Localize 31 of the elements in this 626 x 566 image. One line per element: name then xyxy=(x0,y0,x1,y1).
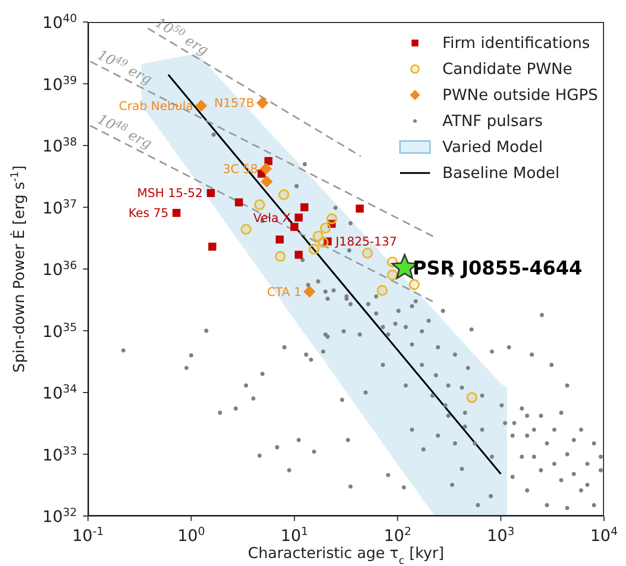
text: 10$^{49}$ erg xyxy=(94,47,154,88)
x-axis-title: Characteristic age τ$_{c}$ [kyr] xyxy=(248,544,444,566)
x-tick-label: 10$^{4}$ xyxy=(590,524,618,545)
y-tick-label: 10$^{35}$ xyxy=(42,320,77,341)
legend-label: Baseline Model xyxy=(442,163,560,184)
y-tick-label: 10$^{39}$ xyxy=(42,73,77,94)
annotation: MSH 15-52 xyxy=(137,186,203,200)
legend-label: Firm identifications xyxy=(442,33,590,54)
annotation: N157B xyxy=(214,96,254,110)
annotation: CTA 1 xyxy=(267,284,302,299)
annotation: Crab Nebula xyxy=(118,98,194,113)
text: 10$^{48}$ erg xyxy=(94,111,154,152)
x-tick-label: 10$^{0}$ xyxy=(177,524,205,545)
annotation: Kes 75 xyxy=(128,206,168,220)
y-tick-label: 10$^{36}$ xyxy=(42,258,77,279)
y-tick-label: 10$^{34}$ xyxy=(42,382,77,402)
legend-label: ATNF pulsars xyxy=(442,111,543,132)
x-tick-label: 10$^{-1}$ xyxy=(72,524,104,545)
y-tick-label: 10$^{37}$ xyxy=(42,196,77,218)
annotation: PSR J0855-4644 xyxy=(412,257,582,280)
x-tick-label: 10$^{2}$ xyxy=(384,524,412,545)
x-tick-label: 10$^{3}$ xyxy=(487,524,515,545)
x-tick-label: 10$^{1}$ xyxy=(280,524,308,545)
y-tick-label: 10$^{32}$ xyxy=(42,506,77,526)
legend-label: Candidate PWNe xyxy=(442,59,572,80)
annotation: J1825-137 xyxy=(334,234,397,249)
y-tick-label: 10$^{38}$ xyxy=(42,135,77,156)
y-tick-label: 10$^{40}$ xyxy=(42,12,77,32)
legend-label: PWNe outside HGPS xyxy=(442,85,598,106)
legend-label: Varied Model xyxy=(442,137,543,158)
y-tick-label: 10$^{33}$ xyxy=(42,444,77,464)
